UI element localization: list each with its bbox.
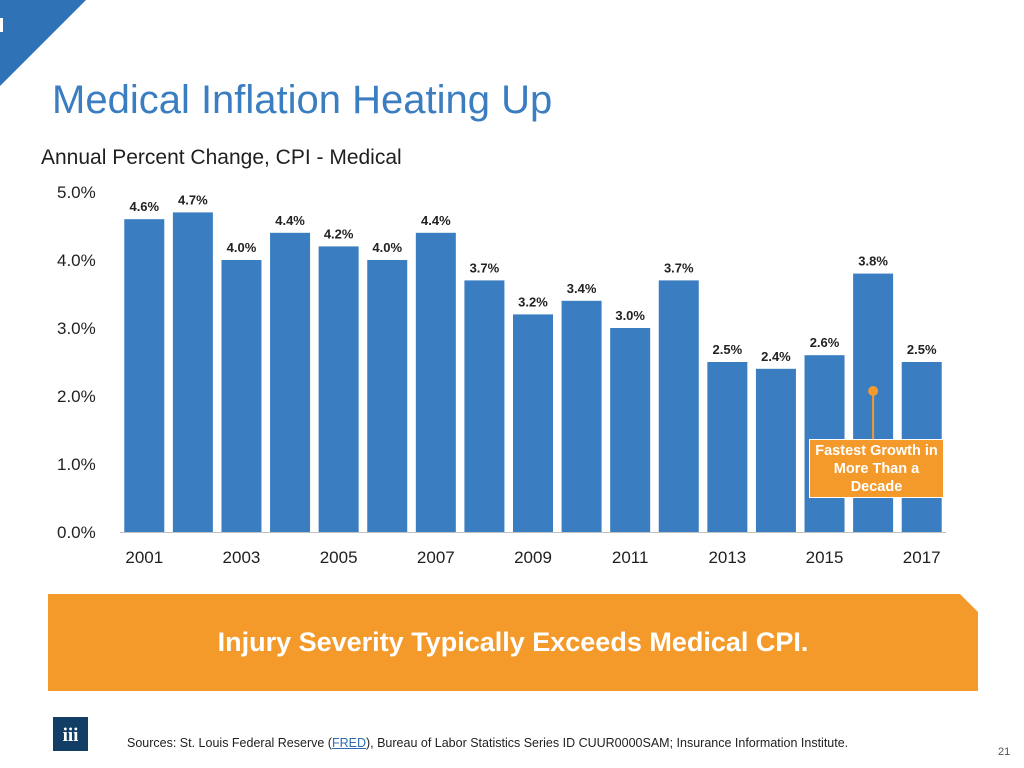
data-label-2006: 4.0% <box>372 240 402 255</box>
data-label-2015: 2.6% <box>810 335 840 350</box>
bar-2006 <box>367 260 408 532</box>
bar-2002 <box>172 212 213 532</box>
sources-suffix: ), Bureau of Labor Statistics Series ID … <box>365 736 849 750</box>
data-label-2012: 3.7% <box>664 260 694 275</box>
data-label-2010: 3.4% <box>567 281 597 296</box>
data-label-2007: 4.4% <box>421 213 451 228</box>
x-tick-label: 2015 <box>806 548 844 567</box>
sources-prefix: Sources: St. Louis Federal Reserve ( <box>127 736 332 750</box>
data-label-2013: 2.5% <box>713 342 743 357</box>
x-tick-label: 2013 <box>708 548 746 567</box>
bar-2011 <box>610 328 651 532</box>
data-label-2001: 4.6% <box>129 199 159 214</box>
chart-annotation: Fastest Growth in More Than a Decade <box>809 439 944 498</box>
bar-2010 <box>561 300 602 532</box>
bar-2009 <box>513 314 553 532</box>
x-tick-label: 2011 <box>612 548 649 567</box>
chart-title: Annual Percent Change, CPI - Medical <box>41 146 402 169</box>
bar-2007 <box>415 232 456 533</box>
bar-2012 <box>658 280 699 532</box>
data-label-2016: 3.8% <box>858 254 888 269</box>
annotation-dot <box>868 386 879 396</box>
logo-text: iii <box>63 725 79 746</box>
data-label-2008: 3.7% <box>470 260 500 275</box>
sources-note: Sources: St. Louis Federal Reserve (FRED… <box>127 736 848 750</box>
x-tick-label: 2017 <box>903 548 941 567</box>
y-tick-label: 0.0% <box>57 523 96 542</box>
bar-2003 <box>221 260 262 532</box>
y-tick-label: 3.0% <box>57 319 96 338</box>
x-tick-label: 2009 <box>514 548 552 567</box>
fred-link[interactable]: FRED <box>331 736 366 750</box>
y-tick-label: 5.0% <box>57 183 96 202</box>
y-tick-label: 1.0% <box>57 455 96 474</box>
page-number: 21 <box>998 746 1011 758</box>
page-title: Medical Inflation Heating Up <box>52 78 553 122</box>
bar-2008 <box>464 280 505 532</box>
data-label-2005: 4.2% <box>324 226 354 241</box>
bar-2001 <box>124 219 165 532</box>
x-tick-label: 2005 <box>320 548 358 567</box>
data-label-2004: 4.4% <box>275 213 305 228</box>
x-tick-label: 2001 <box>125 548 163 567</box>
bar-2013 <box>707 362 748 532</box>
data-label-2011: 3.0% <box>615 308 645 323</box>
data-label-2002: 4.7% <box>178 192 208 207</box>
iii-logo: iii <box>53 717 88 751</box>
y-tick-label: 4.0% <box>57 251 96 270</box>
bar-2004 <box>270 232 311 533</box>
x-tick-label: 2007 <box>417 548 455 567</box>
bar-2014 <box>755 368 796 532</box>
highlight-banner: Injury Severity Typically Exceeds Medica… <box>48 594 978 691</box>
data-label-2009: 3.2% <box>518 294 548 309</box>
x-tick-label: 2003 <box>223 548 261 567</box>
y-tick-label: 2.0% <box>57 387 96 406</box>
data-label-2003: 4.0% <box>227 240 257 255</box>
bar-2005 <box>318 246 359 532</box>
data-label-2014: 2.4% <box>761 349 791 364</box>
bar-chart: 0.0% 1.0% 2.0% 3.0% 4.0% 5.0% 4.6% 4.7% 4.0% 4.4%… <box>57 183 946 567</box>
data-label-2017: 2.5% <box>907 342 937 357</box>
corner-decoration <box>0 0 86 86</box>
